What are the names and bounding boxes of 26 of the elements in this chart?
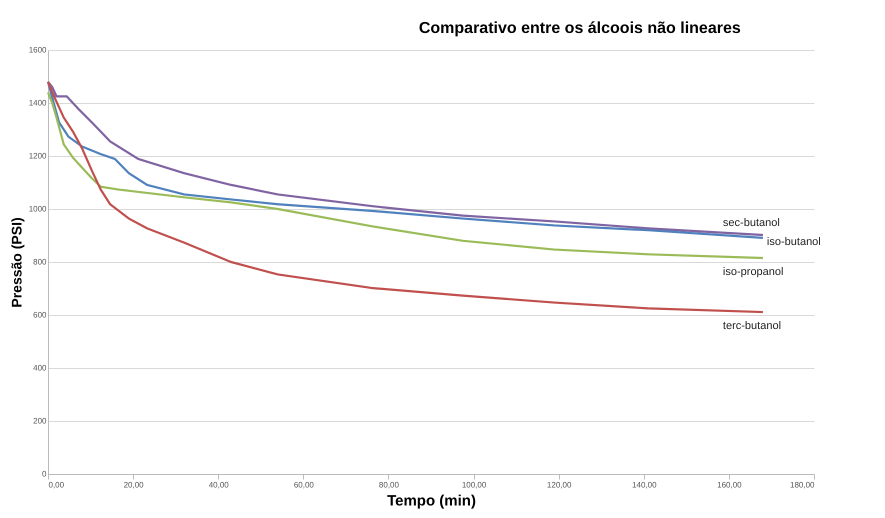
y-tick-label: 1600 <box>28 46 48 54</box>
y-tick-label: 0 <box>42 470 48 478</box>
x-tick-label: 0,00 <box>48 480 65 490</box>
x-tick-label: 140,00 <box>632 480 658 490</box>
y-tick-label: 800 <box>33 258 48 266</box>
x-tick-label: 60,00 <box>294 480 314 490</box>
y-tick-label: 200 <box>33 416 48 426</box>
x-tick-label: 20,00 <box>124 480 144 490</box>
x-tick-label: 40,00 <box>208 480 230 490</box>
x-axis-title: Tempo (min) <box>387 492 476 510</box>
y-tick-label: 400 <box>33 364 48 372</box>
series-label: iso-propanol <box>722 266 784 278</box>
y-tick-label: 1400 <box>28 98 48 108</box>
y-tick-label: 600 <box>33 310 48 320</box>
x-tick-label: 180,00 <box>790 480 816 490</box>
y-tick-label: 1000 <box>28 204 48 214</box>
series-label: terc-butanol <box>722 320 782 332</box>
x-tick-label: 100,00 <box>462 480 487 490</box>
x-tick-label: 120,00 <box>546 480 572 490</box>
chart-title: Comparativo entre os álcoois não lineares <box>418 20 741 37</box>
series-label: iso-butanol <box>766 236 821 248</box>
series-label: sec-butanol <box>722 216 780 229</box>
x-tick-label: 80,00 <box>378 480 400 490</box>
x-tick-label: 160,00 <box>717 480 742 490</box>
y-tick-label: 1200 <box>28 152 48 160</box>
y-axis-title: Pressão (PSI) <box>8 217 25 308</box>
